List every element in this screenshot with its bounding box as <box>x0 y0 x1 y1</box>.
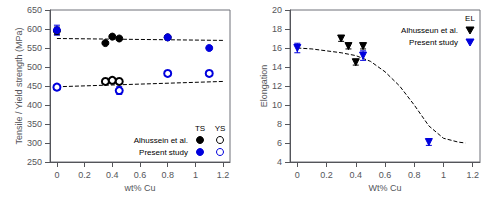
svg-text:Wt% Cu: Wt% Cu <box>368 183 401 193</box>
svg-text:Alhusseun et al.: Alhusseun et al. <box>401 26 458 35</box>
svg-text:600: 600 <box>27 24 42 34</box>
svg-text:0: 0 <box>54 170 59 180</box>
svg-text:Tensile / Yield strength (MPa): Tensile / Yield strength (MPa) <box>14 27 24 144</box>
svg-text:14: 14 <box>272 62 282 72</box>
svg-text:YS: YS <box>215 124 226 133</box>
svg-text:0: 0 <box>295 170 300 180</box>
svg-text:wt% Cu: wt% Cu <box>123 183 155 193</box>
svg-text:0.2: 0.2 <box>78 170 91 180</box>
svg-text:1.2: 1.2 <box>466 170 479 180</box>
svg-text:1: 1 <box>193 170 198 180</box>
svg-text:0.2: 0.2 <box>320 170 333 180</box>
svg-text:Alhussein et al.: Alhussein et al. <box>134 136 188 145</box>
svg-text:450: 450 <box>27 81 42 91</box>
svg-text:250: 250 <box>27 157 42 167</box>
svg-text:6: 6 <box>277 138 282 148</box>
svg-text:Elongation: Elongation <box>259 65 269 108</box>
svg-text:20: 20 <box>272 5 282 15</box>
svg-text:16: 16 <box>272 43 282 53</box>
svg-text:0.8: 0.8 <box>408 170 421 180</box>
svg-text:1.2: 1.2 <box>217 170 230 180</box>
svg-text:EL: EL <box>465 14 475 23</box>
svg-text:0.4: 0.4 <box>350 170 363 180</box>
svg-text:8: 8 <box>277 119 282 129</box>
svg-text:500: 500 <box>27 62 42 72</box>
svg-text:Present study: Present study <box>139 148 188 157</box>
svg-text:TS: TS <box>195 124 205 133</box>
svg-text:10: 10 <box>272 100 282 110</box>
svg-text:300: 300 <box>27 138 42 148</box>
svg-text:0.6: 0.6 <box>379 170 392 180</box>
svg-text:0.6: 0.6 <box>134 170 147 180</box>
svg-text:4: 4 <box>277 157 282 167</box>
svg-text:0.8: 0.8 <box>161 170 174 180</box>
svg-text:650: 650 <box>27 5 42 15</box>
svg-text:350: 350 <box>27 119 42 129</box>
svg-text:18: 18 <box>272 24 282 34</box>
svg-text:0.4: 0.4 <box>106 170 119 180</box>
svg-text:1: 1 <box>441 170 446 180</box>
svg-text:400: 400 <box>27 100 42 110</box>
svg-text:Present study: Present study <box>409 38 458 47</box>
svg-text:12: 12 <box>272 81 282 91</box>
svg-text:550: 550 <box>27 43 42 53</box>
